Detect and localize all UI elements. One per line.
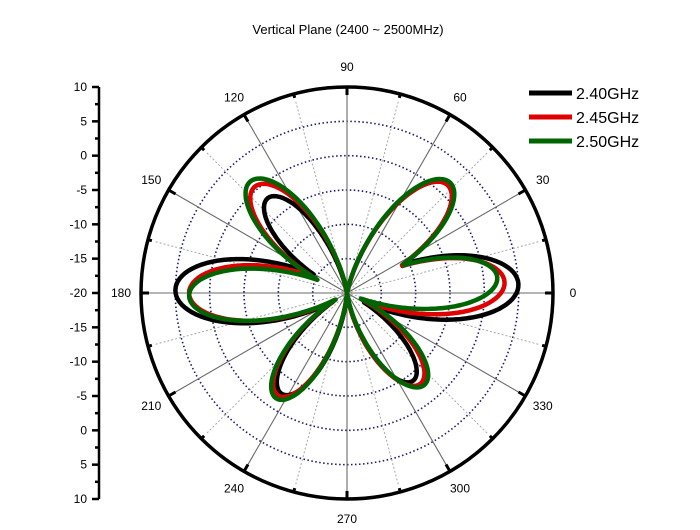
angle-label: 180	[111, 286, 131, 300]
radial-tick-label: -5	[76, 183, 87, 197]
angle-tick	[541, 238, 547, 243]
angle-tick	[292, 93, 297, 99]
radial-tick-label: -5	[76, 389, 87, 403]
angle-tick	[242, 463, 250, 473]
grid-spoke-minor	[346, 240, 541, 294]
angle-tick	[167, 188, 177, 196]
radial-tick-label: -10	[70, 355, 88, 369]
angle-tick	[397, 487, 402, 493]
grid-spoke-major	[346, 192, 521, 294]
grid-spoke-major	[246, 292, 348, 467]
angle-tick	[444, 113, 452, 123]
grid-spoke-major	[173, 192, 348, 294]
angle-label: 90	[340, 60, 354, 74]
angle-tick	[147, 343, 153, 348]
legend-item-2-40ghz: 2.40GHz	[529, 86, 639, 103]
angle-tick	[488, 146, 494, 152]
radial-tick-label: 0	[80, 423, 87, 437]
angle-tick	[397, 93, 402, 99]
angle-tick	[541, 343, 547, 348]
angle-label: 30	[536, 173, 550, 187]
outer-ring	[139, 85, 555, 501]
angle-tick	[200, 434, 206, 440]
legend-label: 2.40GHz	[576, 86, 639, 103]
radial-tick-label: 5	[80, 458, 87, 472]
angle-label: 150	[141, 173, 161, 187]
angle-tick	[517, 188, 527, 196]
angle-tick	[292, 487, 297, 493]
radial-tick-label: -20	[70, 286, 88, 300]
grid-spoke-minor	[346, 151, 489, 294]
angle-tick	[444, 463, 452, 473]
grid-spoke-minor	[205, 151, 348, 294]
angle-label: 120	[224, 90, 244, 104]
angle-tick	[488, 434, 494, 440]
angle-label: 240	[224, 482, 244, 496]
chart-title: Vertical Plane (2400 ~ 2500MHz)	[252, 22, 443, 37]
legend-item-2-45ghz: 2.45GHz	[529, 110, 639, 127]
angle-label: 210	[141, 399, 161, 413]
legend: 2.40GHz 2.45GHz 2.50GHz	[529, 86, 639, 151]
angle-label: 330	[533, 399, 553, 413]
radial-tick-label: 5	[80, 114, 87, 128]
angle-label: 60	[453, 90, 467, 104]
legend-label: 2.50GHz	[576, 134, 639, 151]
angle-tick	[242, 113, 250, 123]
angle-labels: 0 30 60 90 120 150 180 210 240 270 300 330	[111, 60, 577, 526]
radial-tick-label: 0	[80, 149, 87, 163]
radial-tick-label: 10	[74, 492, 88, 506]
radial-tick-label: -15	[70, 320, 88, 334]
angle-tick	[167, 390, 177, 398]
radial-axis: 10 5 0 -5 -10 -15 -20 -15 -10 -5 0 5 10	[70, 80, 101, 506]
pattern-curves	[173, 176, 521, 403]
radial-tick-label: 10	[74, 80, 88, 94]
legend-label: 2.45GHz	[576, 110, 639, 127]
angle-label: 0	[570, 286, 577, 300]
radial-tick-label: -15	[70, 252, 88, 266]
angle-tick	[200, 146, 206, 152]
legend-item-2-50ghz: 2.50GHz	[529, 134, 639, 151]
angle-label: 300	[450, 482, 470, 496]
angle-label: 270	[337, 512, 357, 526]
angle-tick	[517, 390, 527, 398]
angle-tick	[147, 238, 153, 243]
radial-tick-label: -10	[70, 217, 88, 231]
pattern-curve-2-50ghz	[186, 176, 500, 403]
